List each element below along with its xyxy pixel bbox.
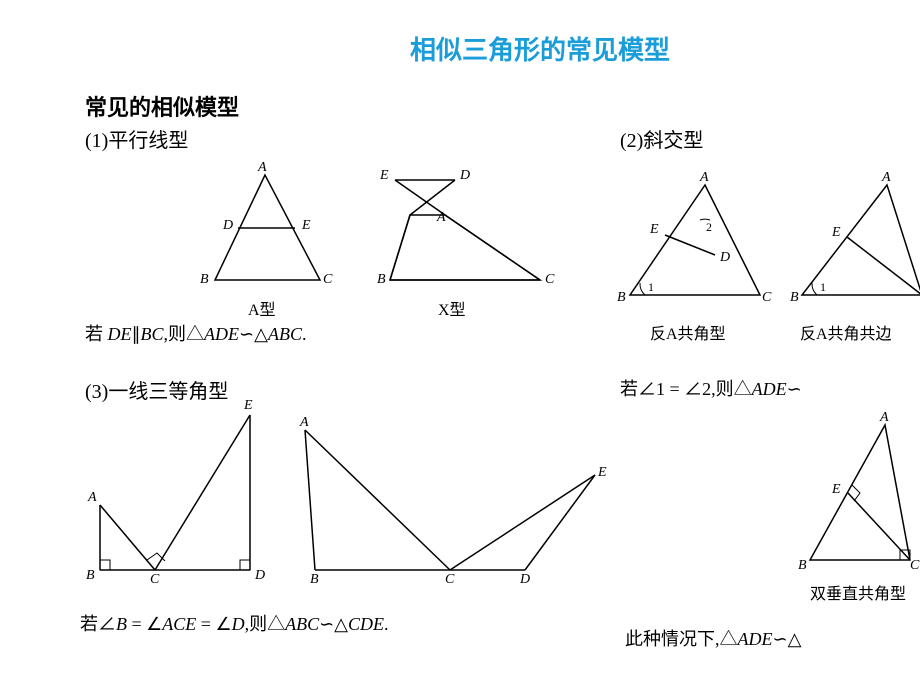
caption-a-type: A型 bbox=[248, 296, 276, 320]
diagram-three-angle-1 bbox=[85, 405, 275, 585]
section3-text2: 此种情况下,△ADE∽△ bbox=[625, 625, 801, 651]
label-aa1-2: 2 bbox=[706, 220, 712, 235]
label-aa1-B: B bbox=[617, 290, 626, 306]
label-3a1-E: E bbox=[244, 398, 253, 414]
page-title: 相似三角形的常见模型 bbox=[410, 30, 670, 67]
label-a1-B: B bbox=[200, 272, 209, 288]
caption-anti-a1: 反A共角型 bbox=[650, 320, 726, 344]
diagram-three-angle-2 bbox=[290, 415, 610, 585]
caption-double-perp: 双垂直共角型 bbox=[810, 580, 906, 604]
label-aa1-1: 1 bbox=[648, 280, 654, 295]
label-3a1-C: C bbox=[150, 572, 159, 588]
label-a1-C: C bbox=[323, 272, 332, 288]
section1-text: 若 DE∥BC,则△ADE∽△ABC. bbox=[85, 320, 306, 346]
section1-title: (1)平行线型 bbox=[85, 124, 188, 153]
label-aa2-A: A bbox=[882, 170, 891, 186]
label-aa1-A: A bbox=[700, 170, 709, 186]
label-x-B: B bbox=[377, 272, 386, 288]
label-a1-A: A bbox=[258, 160, 267, 176]
label-aa2-1: 1 bbox=[820, 280, 826, 295]
section2-text: 若∠1 = ∠2,则△ADE∽ bbox=[620, 375, 802, 401]
label-x-A: A bbox=[437, 210, 446, 226]
label-dp-A: A bbox=[880, 410, 889, 426]
caption-x-type: X型 bbox=[438, 296, 466, 320]
label-3a1-A: A bbox=[88, 490, 97, 506]
diagram-double-perp bbox=[800, 415, 920, 575]
label-3a2-C: C bbox=[445, 572, 454, 588]
diagram-anti-a-1 bbox=[620, 175, 770, 305]
label-aa2-B: B bbox=[790, 290, 799, 306]
label-3a2-A: A bbox=[300, 415, 309, 431]
label-x-C: C bbox=[545, 272, 554, 288]
section3-text: 若∠B = ∠ACE = ∠D,则△ABC∽△CDE. bbox=[80, 610, 389, 636]
label-3a1-D: D bbox=[255, 568, 265, 584]
label-x-E: E bbox=[380, 168, 389, 184]
label-aa1-D: D bbox=[720, 250, 730, 266]
label-3a2-E: E bbox=[598, 465, 607, 481]
diagram-x-type bbox=[375, 165, 550, 295]
diagram-anti-a-2 bbox=[792, 175, 920, 305]
section2-title: (2)斜交型 bbox=[620, 124, 703, 153]
label-a1-D: D bbox=[223, 218, 233, 234]
caption-anti-a2: 反A共角共边 bbox=[800, 320, 892, 344]
label-x-D: D bbox=[460, 168, 470, 184]
label-aa2-E: E bbox=[832, 225, 841, 241]
label-dp-C: C bbox=[910, 558, 919, 574]
label-3a1-B: B bbox=[86, 568, 95, 584]
section-heading: 常见的相似模型 bbox=[85, 90, 239, 122]
label-a1-E: E bbox=[302, 218, 311, 234]
label-dp-B: B bbox=[798, 558, 807, 574]
label-3a2-D: D bbox=[520, 572, 530, 588]
label-3a2-B: B bbox=[310, 572, 319, 588]
label-dp-E: E bbox=[832, 482, 841, 498]
label-aa1-E: E bbox=[650, 222, 659, 238]
label-aa1-C: C bbox=[762, 290, 771, 306]
section3-title: (3)一线三等角型 bbox=[85, 375, 228, 404]
